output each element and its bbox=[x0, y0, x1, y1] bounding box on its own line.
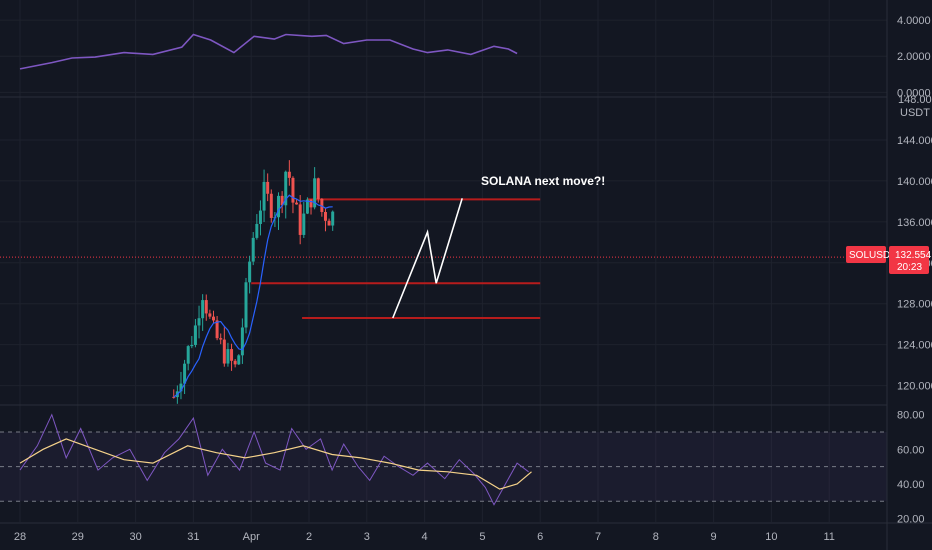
last-price-tag-bg bbox=[889, 246, 929, 274]
price-tag[interactable]: SOLUSDT 132.554 20:23 bbox=[846, 246, 932, 274]
price-axis-label: 4.0000 bbox=[897, 15, 931, 27]
candle-body bbox=[233, 360, 237, 365]
rsi-guide-lines bbox=[0, 431, 887, 502]
price-axis-label: 128.000 bbox=[897, 299, 932, 311]
candle-body bbox=[230, 349, 234, 361]
rsi-signal-line bbox=[19, 438, 532, 490]
candle-body bbox=[316, 178, 320, 199]
candle-body bbox=[244, 282, 248, 328]
time-axis-label: 3 bbox=[364, 531, 370, 543]
top-indicator-line bbox=[19, 33, 518, 70]
candle-body bbox=[287, 171, 291, 178]
time-axis-label: 11 bbox=[823, 531, 834, 543]
projection-path bbox=[392, 198, 463, 319]
candle-body bbox=[211, 316, 215, 321]
price-axis-label: 80.00 bbox=[897, 410, 925, 422]
candle-body bbox=[280, 195, 284, 206]
candle-body bbox=[172, 396, 176, 398]
annotation-text: SOLANA next move?! bbox=[481, 174, 605, 188]
candle-body bbox=[193, 325, 197, 345]
candle-body bbox=[190, 344, 194, 347]
price-axis-partial-label: 148.000 bbox=[898, 94, 932, 106]
candle-body bbox=[179, 383, 183, 392]
time-axis-label: 7 bbox=[595, 531, 601, 543]
time-axis-label: 31 bbox=[187, 531, 199, 543]
moving-average-line bbox=[173, 194, 333, 398]
grid-lines bbox=[0, 0, 887, 522]
time-axis-label: 28 bbox=[14, 531, 26, 543]
time-axis-label: 4 bbox=[422, 531, 428, 543]
candle-body bbox=[291, 177, 295, 203]
time-axis-ticks: 28 29 30 31 Apr 2 3 4 5 6 7 8 9 10 11 bbox=[14, 531, 835, 543]
price-axis-label: 120.000 bbox=[897, 381, 932, 393]
symbol-tag-bg bbox=[846, 246, 886, 263]
candle-body bbox=[255, 223, 259, 238]
price-axis-label: 20.00 bbox=[897, 514, 925, 526]
candle-body bbox=[215, 320, 219, 339]
time-axis-label: 6 bbox=[537, 531, 543, 543]
time-axis-label: 2 bbox=[306, 531, 312, 543]
candle-body bbox=[331, 211, 335, 226]
countdown: 20:23 bbox=[897, 262, 922, 273]
candle-body bbox=[305, 199, 309, 214]
price-axis-label: 124.000 bbox=[897, 340, 932, 352]
price-axis-label: 136.000 bbox=[897, 217, 932, 229]
candle-body bbox=[208, 313, 212, 317]
candle-body bbox=[327, 220, 331, 226]
candle-body bbox=[219, 338, 223, 340]
price-axis-label: 40.00 bbox=[897, 479, 925, 491]
rsi-line bbox=[19, 413, 529, 506]
price-axis-ticks: 4.0000 2.0000 0.0000 144.000 140.000 136.000 1… bbox=[897, 15, 932, 525]
candle-body bbox=[201, 300, 205, 319]
candle-body bbox=[262, 181, 266, 211]
candle-body bbox=[258, 210, 262, 224]
candle-body bbox=[298, 204, 302, 235]
candle-body bbox=[313, 178, 317, 208]
candle-body bbox=[277, 195, 281, 218]
price-axis-label: 140.000 bbox=[897, 176, 932, 188]
currency-label: USDT bbox=[900, 107, 930, 119]
time-axis-label: 10 bbox=[765, 531, 777, 543]
time-axis-label: 29 bbox=[72, 531, 84, 543]
price-axis-label: 0.0000 bbox=[897, 87, 931, 99]
time-axis-label: 8 bbox=[653, 531, 659, 543]
candle-body bbox=[284, 171, 288, 206]
candle-body bbox=[269, 193, 273, 218]
candle-body bbox=[295, 202, 299, 205]
candle-body bbox=[302, 213, 306, 235]
time-axis-label: 9 bbox=[711, 531, 717, 543]
candle-body bbox=[251, 237, 255, 262]
time-axis-label: 5 bbox=[479, 531, 485, 543]
price-axis-label: 60.00 bbox=[897, 444, 925, 456]
candle-body bbox=[323, 211, 327, 221]
candle-body bbox=[183, 363, 187, 384]
time-axis-label: 30 bbox=[129, 531, 141, 543]
candle-body bbox=[237, 355, 241, 365]
time-axis-label: Apr bbox=[243, 531, 260, 543]
candle-body bbox=[248, 261, 252, 283]
candle-body bbox=[226, 349, 230, 364]
candle-body bbox=[204, 300, 208, 314]
price-axis-label: 144.000 bbox=[897, 135, 932, 147]
last-price: 132.554 bbox=[895, 250, 932, 261]
symbol-tag: SOLUSDT bbox=[849, 250, 896, 261]
price-axis-label: 2.0000 bbox=[897, 51, 931, 63]
support-resistance-levels bbox=[251, 198, 541, 320]
candle-body bbox=[186, 346, 190, 364]
candle-body bbox=[240, 327, 244, 356]
candle-body bbox=[266, 181, 270, 194]
candle-body bbox=[197, 318, 201, 326]
candle-body bbox=[309, 199, 313, 208]
candle-body bbox=[222, 339, 226, 364]
